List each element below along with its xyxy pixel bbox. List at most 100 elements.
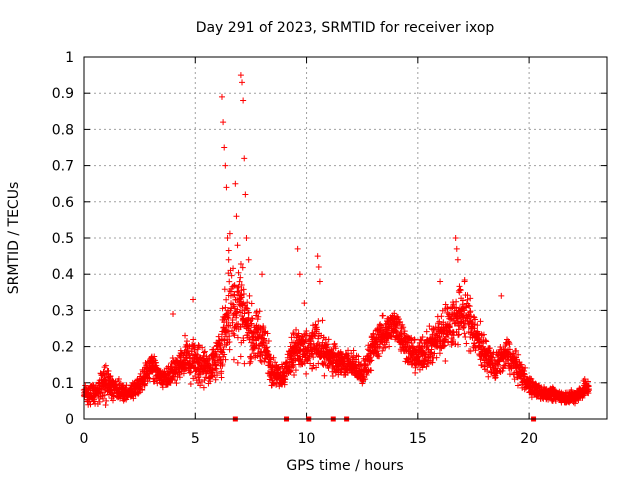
data-point: [190, 336, 197, 343]
data-point: [454, 315, 461, 322]
data-point: [572, 400, 579, 407]
data-point: [291, 371, 298, 378]
data-point: [238, 294, 245, 301]
y-tick-label: 0.2: [52, 340, 74, 356]
data-point: [230, 292, 237, 299]
data-point: [226, 346, 233, 353]
data-point: [233, 314, 240, 321]
data-point: [505, 338, 512, 345]
y-axis-label: SRMTID / TECUs: [6, 182, 22, 295]
data-point: [260, 324, 267, 331]
data-point: [363, 371, 370, 378]
data-point: [575, 397, 582, 404]
data-point: [296, 271, 303, 278]
data-point: [244, 299, 251, 306]
data-point: [221, 144, 228, 151]
data-point: [221, 286, 228, 293]
data-point: [240, 337, 247, 344]
data-point: [400, 324, 407, 331]
data-point: [176, 374, 183, 381]
data-point: [313, 326, 320, 333]
data-point: [135, 390, 142, 397]
data-point: [253, 341, 260, 348]
data-point: [453, 245, 460, 252]
data-point: [314, 253, 321, 260]
data-point: [379, 312, 386, 319]
data-point: [226, 230, 233, 237]
data-point: [467, 313, 474, 320]
axis-ticks: 00.10.20.30.40.50.60.70.80.910 5 10 15 20: [52, 50, 607, 447]
data-point: [151, 353, 158, 360]
data-point: [103, 397, 110, 404]
data-point: [477, 318, 484, 325]
x-tick-label: 5: [191, 431, 200, 447]
data-point: [296, 347, 303, 354]
data-point: [481, 363, 488, 370]
y-tick-label: 0.4: [52, 267, 74, 283]
data-point: [442, 357, 449, 364]
data-point: [219, 305, 226, 312]
data-point: [264, 330, 271, 337]
data-point: [379, 347, 386, 354]
data-point: [222, 327, 229, 334]
data-point: [219, 361, 226, 368]
data-point: [264, 348, 271, 355]
data-point: [197, 382, 204, 389]
data-point: [461, 330, 468, 337]
data-point: [235, 289, 242, 296]
data-point: [235, 283, 242, 290]
data-point: [107, 373, 114, 380]
data-point: [105, 367, 112, 374]
data-point: [290, 330, 297, 337]
data-point: [581, 376, 588, 383]
data-point: [96, 398, 103, 405]
data-point: [240, 291, 247, 298]
data-point: [466, 303, 473, 310]
data-point: [438, 313, 445, 320]
data-point: [387, 332, 394, 339]
data-point: [212, 376, 219, 383]
data-point: [397, 318, 404, 325]
data-point: [392, 327, 399, 334]
x-tick-label: 10: [298, 431, 316, 447]
data-point: [232, 180, 239, 187]
data-point: [521, 373, 528, 380]
data-point: [412, 369, 419, 376]
data-point: [472, 316, 479, 323]
data-point: [290, 363, 297, 370]
data-point: [522, 364, 529, 371]
data-point: [141, 382, 148, 389]
data-point: [180, 370, 187, 377]
data-point: [288, 334, 295, 341]
data-point: [528, 375, 535, 382]
data-point: [101, 392, 108, 399]
data-point: [485, 373, 492, 380]
data-point: [187, 380, 194, 387]
data-point: [124, 394, 131, 401]
data-point: [419, 364, 426, 371]
data-point: [257, 357, 264, 364]
data-point: [515, 351, 522, 358]
data-point: [186, 369, 193, 376]
data-point: [218, 93, 225, 100]
data-point: [293, 326, 300, 333]
data-point: [272, 359, 279, 366]
data-point: [123, 382, 130, 389]
data-point: [395, 316, 402, 323]
data-point: [331, 340, 338, 347]
data-point: [259, 271, 266, 278]
data-point: [263, 344, 270, 351]
data-point: [364, 361, 371, 368]
data-point: [169, 376, 176, 383]
grid-lines: [84, 57, 607, 419]
y-tick-label: 0.8: [52, 122, 74, 138]
data-point: [87, 401, 94, 408]
data-point: [428, 346, 435, 353]
data-point: [237, 274, 244, 281]
x-axis-label: GPS time / hours: [286, 458, 403, 474]
data-point: [461, 324, 468, 331]
data-point: [226, 333, 233, 340]
x-tick-label: 20: [520, 431, 538, 447]
data-point: [190, 296, 197, 303]
data-point: [241, 360, 248, 367]
